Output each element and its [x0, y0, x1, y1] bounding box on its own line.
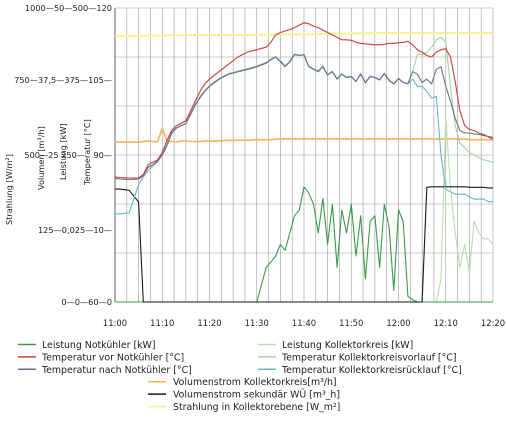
series-line — [115, 186, 493, 303]
chart-legend: Leistung Notkühler [kW] Leistung Kollekto… — [18, 340, 462, 413]
x-tick-labels: 11:00 11:10 11:20 11:30 11:40 11:50 12:00 12:10… — [103, 318, 505, 328]
x-tick-label: 12:20 — [481, 318, 505, 328]
x-tick-label: 11:00 — [103, 318, 127, 328]
legend-entry: Temperatur nach Notkühler [°C] — [41, 365, 192, 376]
x-tick-label: 11:10 — [150, 318, 174, 328]
series-line — [114, 22, 494, 179]
series-line — [114, 54, 494, 181]
axis-title-strahlung: Strahlung [W/m²] — [4, 154, 14, 225]
axis-titles: Strahlung [W/m²] Volumen [m³/h] Leistung… — [4, 119, 92, 225]
axis-title-leistung: Leistung [kW] — [58, 123, 68, 180]
y-tick-label: 750—37,5—375—105— — [14, 75, 112, 85]
legend-entry: Temperatur vor Notkühler [°C] — [41, 352, 184, 363]
legend-entry: Volumenstrom sekundär WÜ [m³_h] — [173, 390, 340, 401]
legend-entry: Leistung Notkühler [kW] — [42, 340, 155, 351]
series-line — [114, 127, 493, 143]
x-tick-label: 11:20 — [197, 318, 221, 328]
axis-title-volumen: Volumen [m³/h] — [36, 126, 46, 190]
x-tick-label: 11:30 — [245, 318, 269, 328]
y-tick-label: 500—25 250— — [24, 150, 85, 160]
y-tick-label: 90— — [93, 150, 112, 160]
x-tick-label: 11:50 — [339, 318, 363, 328]
x-tick-label: 12:00 — [386, 318, 410, 328]
legend-entry: Temperatur Kollektorkreisrücklauf [°C] — [281, 365, 462, 376]
y-tick-labels: 0—0—60—0 125—0,025—10— 500—25 250— 90— 750—3… — [14, 3, 112, 307]
chart-series — [114, 22, 494, 303]
legend-entry: Leistung Kollektorkreis [kW] — [282, 340, 413, 351]
y-tick-label: 1000—50—500—120 — [25, 3, 112, 13]
legend-entry: Temperatur Kollektorkreisvorlauf [°C] — [281, 352, 456, 363]
y-tick-label: 125—0,025—10— — [38, 225, 112, 235]
series-line — [115, 32, 493, 38]
axis-title-temperatur: Temperatur [°C] — [82, 119, 92, 186]
x-tick-label: 12:10 — [434, 318, 458, 328]
legend-entry: Volumenstrom Kollektorkreis[m³/h] — [173, 377, 337, 388]
y-tick-label: 0—0—60—0 — [61, 297, 112, 307]
x-tick-label: 11:40 — [292, 318, 316, 328]
legend-entry: Strahlung in Kollektorebene [W_m²] — [173, 402, 340, 413]
